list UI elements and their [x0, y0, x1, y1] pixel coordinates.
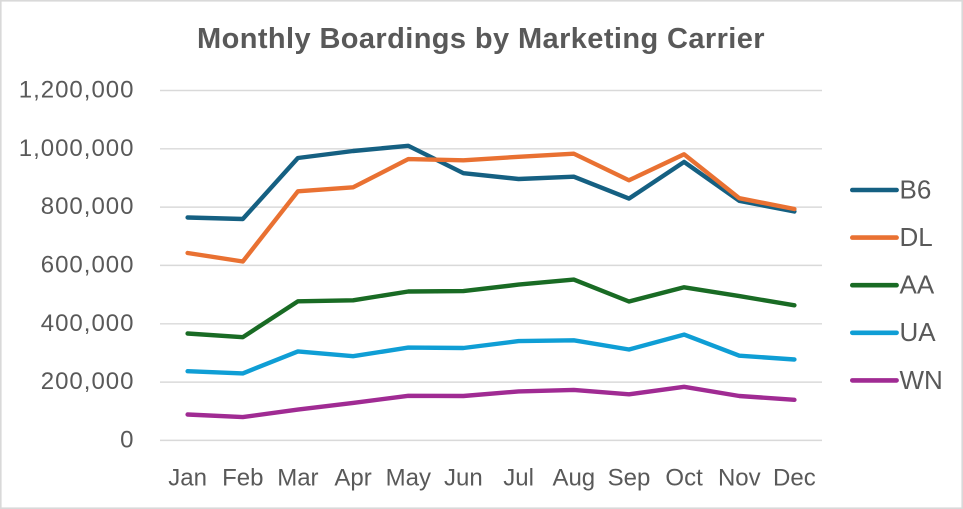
svg-text:UA: UA [900, 317, 937, 347]
svg-text:May: May [386, 465, 431, 492]
svg-text:Jul: Jul [503, 465, 534, 492]
svg-text:800,000: 800,000 [41, 193, 135, 220]
svg-text:Oct: Oct [665, 465, 703, 492]
svg-text:Aug: Aug [552, 465, 595, 492]
svg-text:600,000: 600,000 [41, 251, 135, 278]
svg-text:B6: B6 [900, 174, 932, 204]
svg-text:AA: AA [900, 270, 935, 300]
svg-text:400,000: 400,000 [41, 310, 135, 337]
svg-text:200,000: 200,000 [41, 368, 135, 395]
svg-text:Jun: Jun [444, 465, 483, 492]
svg-text:Sep: Sep [608, 465, 651, 492]
svg-text:Jan: Jan [168, 465, 207, 492]
svg-text:Dec: Dec [773, 465, 816, 492]
svg-text:1,000,000: 1,000,000 [19, 135, 135, 162]
svg-text:Nov: Nov [718, 465, 761, 492]
svg-text:0: 0 [120, 426, 134, 453]
svg-text:1,200,000: 1,200,000 [19, 77, 135, 104]
svg-text:Mar: Mar [277, 465, 318, 492]
svg-text:DL: DL [900, 222, 933, 252]
svg-text:Feb: Feb [222, 465, 263, 492]
svg-text:Monthly Boardings by Marketing: Monthly Boardings by Marketing Carrier [197, 23, 765, 55]
svg-text:Apr: Apr [334, 465, 371, 492]
svg-text:WN: WN [900, 365, 943, 395]
